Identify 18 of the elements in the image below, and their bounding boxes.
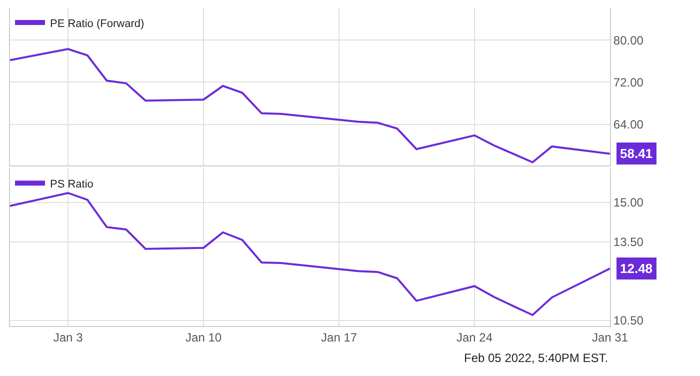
x-tick-label: Jan 24 [456,330,493,344]
y-tick-label: 72.00 [613,75,644,90]
y-tick-label: 64.00 [613,118,644,132]
legend-label: PS Ratio [50,178,94,190]
legend-label: PE Ratio (Forward) [50,18,144,30]
line-series [10,48,610,164]
y-tick-label: 10.50 [613,314,644,328]
y-tick-label: 13.50 [613,234,644,249]
line-series [10,192,610,316]
x-tick-label: Jan 10 [186,330,222,344]
x-tick-label: Jan 17 [321,330,358,344]
data-label: 58.41 [620,146,653,161]
x-tick-label: Jan 3 [53,330,84,344]
x-tick-label: Jan 31 [592,330,628,344]
y-tick-label: 15.00 [613,196,644,210]
data-label: 12.48 [620,261,653,276]
y-tick-label: 80.00 [613,33,644,48]
text: Feb 05 2022, 5:40PM EST. [464,351,608,365]
